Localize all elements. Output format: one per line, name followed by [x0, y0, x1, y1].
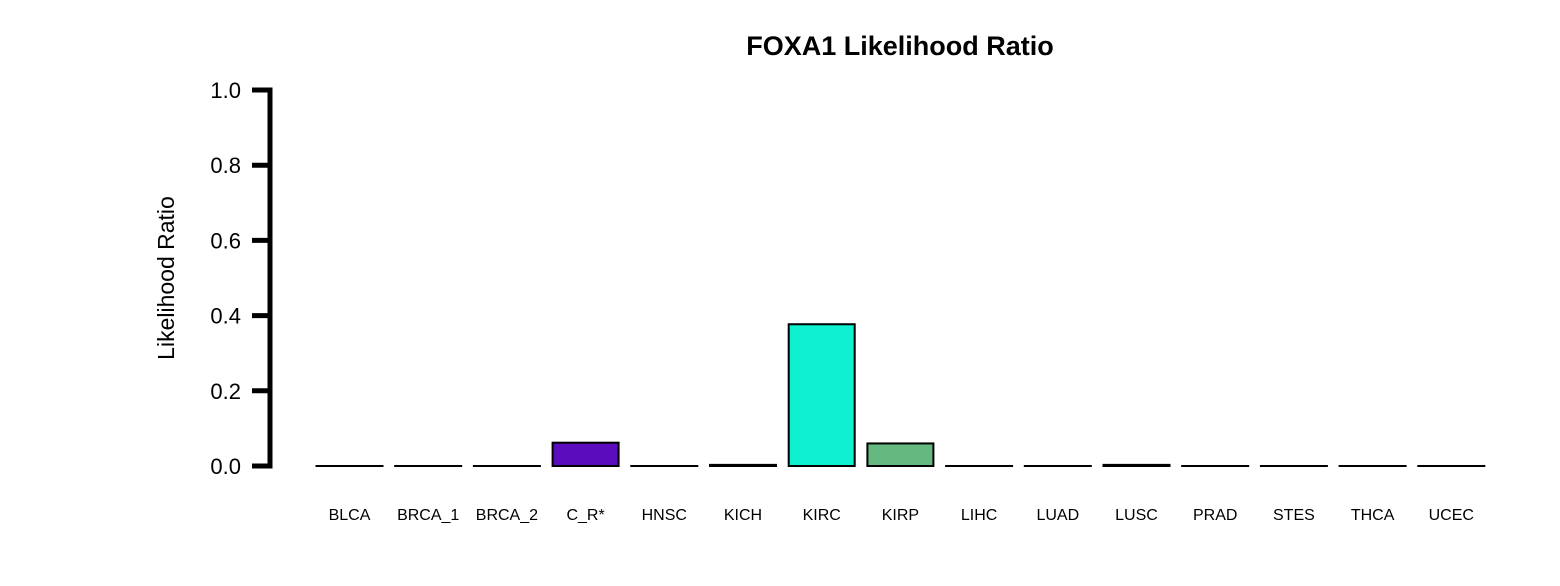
bar-kirp	[866, 442, 935, 468]
x-tick-label: THCA	[1351, 507, 1395, 524]
bar-kirc	[787, 323, 856, 467]
x-tick-label: UCEC	[1429, 507, 1474, 524]
x-tick-label: KICH	[724, 507, 762, 524]
bar-c-r	[551, 441, 620, 467]
x-tick-label: LIHC	[961, 507, 997, 524]
y-tick-label: 0.6	[210, 228, 241, 253]
x-tick-label: KIRC	[803, 507, 841, 524]
x-tick-label: KIRP	[882, 507, 919, 524]
y-ticks: 0.0 0.2 0.4 0.6 0.8 1.0	[210, 78, 270, 479]
x-tick-label: BRCA_2	[476, 507, 538, 524]
x-tick-label: HNSC	[642, 507, 687, 524]
y-tick-label: 0.4	[210, 304, 241, 329]
y-tick-label: 0.0	[210, 454, 241, 479]
y-axis-label: Likelihood Ratio	[153, 196, 179, 360]
y-tick-label: 0.8	[210, 153, 241, 178]
x-tick-label: PRAD	[1193, 507, 1237, 524]
x-tick-labels: BLCA BRCA_1 BRCA_2 C_R* HNSC KICH KIRC KIRP LIHC…	[329, 507, 1474, 524]
chart-title: FOXA1 Likelihood Ratio	[746, 31, 1054, 61]
y-tick-label: 0.2	[210, 379, 241, 404]
x-tick-label: STES	[1273, 507, 1315, 524]
x-tick-label: BLCA	[329, 507, 371, 524]
x-tick-label: LUAD	[1036, 507, 1079, 524]
x-tick-label: LUSC	[1115, 507, 1158, 524]
x-tick-label: BRCA_1	[397, 507, 459, 524]
x-tick-label: C_R*	[566, 507, 604, 524]
y-tick-label: 1.0	[210, 78, 241, 103]
bars	[315, 323, 1486, 468]
bar-lusc	[1102, 463, 1171, 468]
bar-kich	[709, 463, 777, 468]
